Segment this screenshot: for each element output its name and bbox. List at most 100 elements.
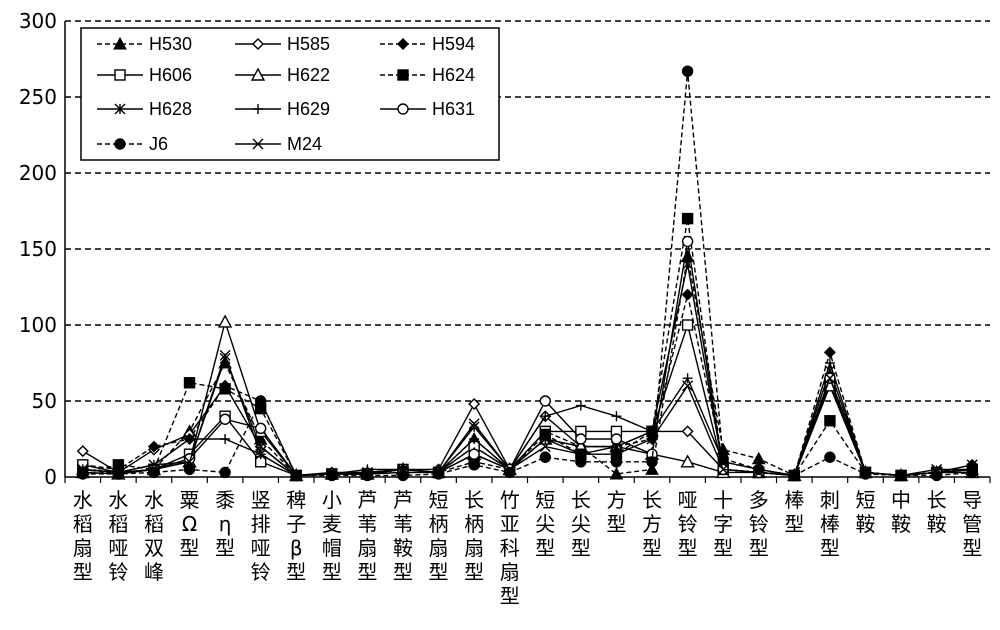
series-H594 (76, 288, 979, 482)
data-point (681, 319, 694, 331)
x-category-label: 长柄扇型 (464, 488, 484, 584)
data-point (252, 38, 264, 50)
legend-item: H628 (97, 99, 192, 119)
y-tick-label: 200 (19, 161, 57, 185)
data-point (610, 433, 623, 445)
data-point (468, 459, 480, 471)
x-category-label: 竹亚科扇型 (500, 488, 520, 608)
x-category-label: 长鞍 (927, 488, 947, 536)
series-lines (75, 65, 980, 482)
x-category-label: 长尖型 (571, 488, 591, 560)
data-point (469, 434, 480, 444)
data-point (361, 466, 373, 478)
data-point (397, 103, 409, 115)
data-point (112, 468, 125, 480)
y-tick-label: 50 (32, 389, 57, 413)
data-point (753, 466, 765, 478)
data-point (824, 372, 836, 384)
x-category-label: 多铃型 (749, 488, 769, 560)
data-point (788, 469, 800, 481)
series-M24 (77, 349, 978, 481)
x-category-label: 棒型 (784, 488, 804, 536)
data-point (646, 456, 658, 468)
y-tick-label: 250 (19, 85, 57, 109)
series-line (82, 353, 973, 477)
series-H530 (75, 249, 980, 481)
y-tick-label: 100 (19, 313, 57, 337)
legend: H530 H585 H594 H606 H622 H624 H628 H629 H631 J6 M2… (80, 27, 500, 161)
data-point (930, 469, 943, 482)
data-point (717, 463, 729, 475)
legend-item: H629 (235, 99, 330, 119)
data-point (114, 103, 126, 115)
data-point (183, 463, 196, 476)
data-point (681, 235, 694, 248)
data-point (432, 468, 445, 480)
legend-label: H624 (432, 65, 475, 85)
data-point (468, 418, 480, 430)
data-point (610, 448, 622, 460)
series-H629 (77, 358, 978, 481)
data-point (681, 65, 694, 77)
data-point (610, 456, 623, 468)
x-category-label: 小麦帽型 (322, 488, 342, 584)
data-point (76, 445, 89, 458)
data-point (681, 288, 694, 301)
data-point (220, 434, 231, 444)
x-category-label: 芦苇扇型 (357, 488, 377, 584)
legend-box (80, 27, 500, 161)
data-point (823, 346, 836, 359)
x-category-label: 短尖型 (535, 488, 555, 560)
series-J6 (77, 65, 978, 482)
data-point (147, 440, 160, 453)
x-category-label: 芦苇鞍型 (393, 488, 413, 584)
y-tick-label: 300 (19, 9, 57, 33)
legend-item: H585 (235, 34, 330, 54)
data-point (113, 36, 127, 50)
data-point (183, 377, 196, 389)
data-point (859, 468, 872, 480)
data-point (219, 413, 231, 425)
x-category-label: 短柄扇型 (429, 488, 449, 584)
y-axis: 0 50 100 150 200 250 300 (19, 9, 66, 489)
x-category-label: 中鞍 (891, 488, 911, 536)
data-point (645, 462, 659, 475)
data-point (397, 69, 409, 81)
data-point (250, 67, 266, 81)
series-line (82, 218, 973, 477)
data-point (682, 380, 694, 392)
data-point (254, 395, 267, 407)
data-point (77, 468, 89, 480)
data-point (751, 451, 766, 465)
data-point (539, 441, 551, 453)
legend-label: M24 (287, 134, 322, 154)
x-category-label: 哑铃型 (678, 488, 698, 560)
legend-item: H624 (380, 65, 475, 85)
data-point (824, 415, 836, 427)
legend-label: H530 (149, 34, 192, 54)
x-category-label: 方型 (606, 488, 626, 536)
data-point (539, 395, 551, 407)
data-point (895, 469, 907, 481)
data-point (217, 314, 233, 328)
data-point (397, 469, 409, 482)
legend-label: H629 (287, 99, 330, 119)
data-point (540, 411, 551, 422)
legend-item: J6 (97, 134, 168, 154)
y-tick-label: 150 (19, 237, 57, 261)
x-category-label: 水稻扇型 (73, 488, 93, 584)
legend-label: H585 (287, 34, 330, 54)
data-point (397, 463, 409, 475)
legend-label: J6 (149, 134, 168, 154)
data-point (504, 466, 516, 479)
data-point (184, 434, 195, 444)
data-point (575, 456, 587, 468)
legend-label: H628 (149, 99, 192, 119)
series-line (82, 360, 973, 477)
data-point (575, 400, 586, 411)
x-category-label: 竖排哑铃 (251, 488, 271, 584)
legend-item: M24 (235, 134, 322, 154)
data-point (931, 463, 943, 475)
